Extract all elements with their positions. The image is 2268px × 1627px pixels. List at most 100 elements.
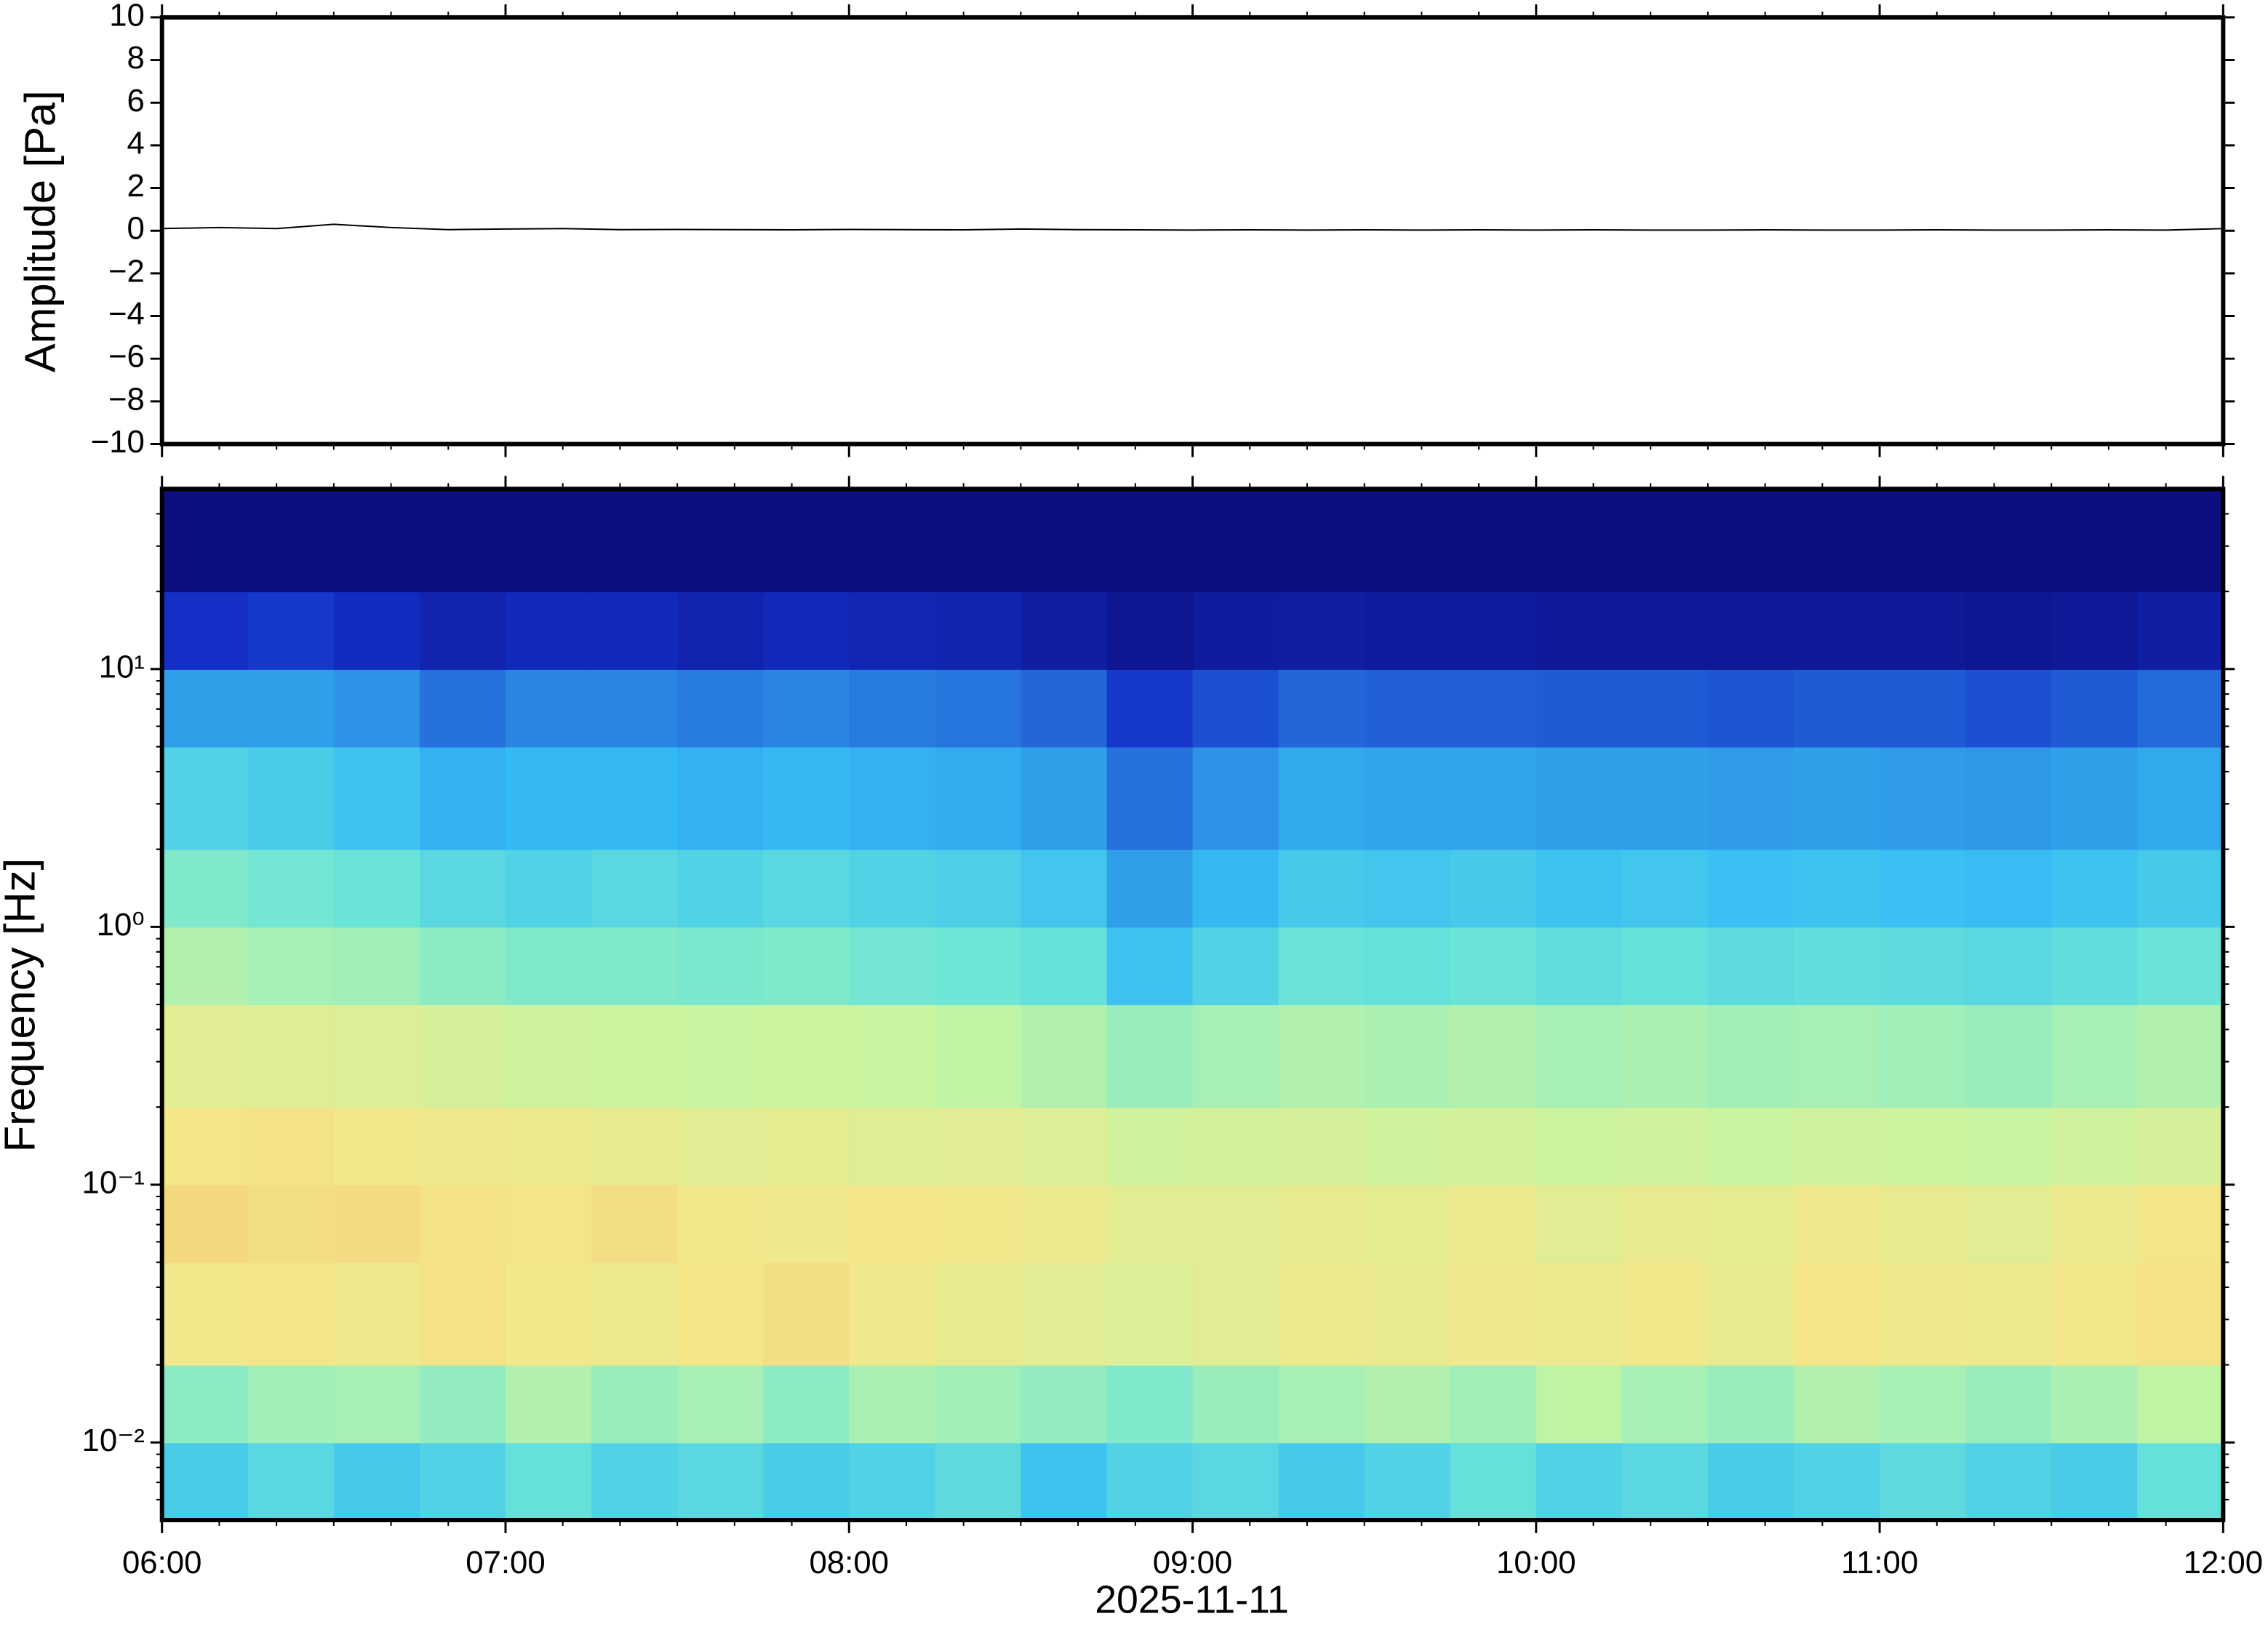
heat-cell — [505, 1184, 593, 1263]
heat-cell — [1536, 1442, 1623, 1521]
heat-cell — [161, 746, 249, 850]
x-tick-label: 08:00 — [810, 1545, 889, 1580]
heat-cell — [1278, 746, 1365, 850]
heat-cell — [1192, 1004, 1279, 1108]
heat-cell — [1621, 746, 1709, 850]
heat-cell — [1450, 1262, 1537, 1366]
heat-cell — [419, 1184, 506, 1263]
marks — [161, 223, 2224, 1521]
heat-cell — [1621, 927, 1709, 1006]
heat-cell — [591, 849, 679, 928]
heat-cell — [1450, 668, 1537, 748]
heat-cell — [1880, 1364, 1967, 1444]
heat-cell — [2137, 1004, 2224, 1108]
heat-cell — [505, 849, 593, 928]
heat-cell — [1536, 1004, 1623, 1108]
heat-cell — [935, 1262, 1022, 1366]
y-tick-label: 10¹ — [99, 649, 145, 684]
heat-cell — [1192, 1364, 1279, 1444]
heat-cell — [1450, 1004, 1537, 1108]
heat-cell — [2051, 1442, 2139, 1521]
heat-cell — [935, 1107, 1022, 1186]
heat-cell — [1278, 1364, 1365, 1444]
heat-cell — [1450, 927, 1537, 1006]
heat-cell — [1364, 1442, 1451, 1521]
heat-cell — [1707, 489, 1795, 593]
heat-cell — [1364, 1004, 1451, 1108]
heat-cell — [849, 1442, 936, 1521]
heat-cell — [247, 1442, 335, 1521]
heat-cell — [2051, 746, 2139, 850]
heat-cell — [1621, 1107, 1709, 1186]
heat-cell — [333, 1364, 420, 1444]
y-tick-label: 2 — [127, 168, 145, 204]
heat-cell — [333, 746, 420, 850]
heat-cell — [1965, 668, 2053, 748]
heat-cell — [1536, 849, 1623, 928]
heat-cell — [677, 591, 764, 670]
heat-cell — [419, 668, 506, 748]
heat-cell — [1278, 1004, 1365, 1108]
heat-cell — [1965, 746, 2053, 850]
y-tick-label: 10⁻¹ — [82, 1164, 145, 1200]
y-tick-label: 6 — [127, 83, 145, 119]
heat-cell — [1450, 489, 1537, 593]
y-tick-label: −4 — [108, 296, 145, 332]
heat-cell — [1278, 849, 1365, 928]
heat-cell — [161, 927, 249, 1006]
heat-cell — [2137, 489, 2224, 593]
heat-cell — [1450, 1107, 1537, 1186]
heat-cell — [1880, 746, 1967, 850]
heat-cell — [1880, 1107, 1967, 1186]
heat-cell — [1536, 1107, 1623, 1186]
heat-cell — [1021, 849, 1108, 928]
heat-cell — [161, 668, 249, 748]
heat-cell — [763, 849, 850, 928]
heat-cell — [1707, 1364, 1795, 1444]
heat-cell — [247, 591, 335, 670]
y-tick-label: 0 — [127, 211, 145, 247]
heat-cell — [1794, 591, 1881, 670]
heat-cell — [849, 668, 936, 748]
heat-cell — [1192, 746, 1279, 850]
heat-cell — [161, 591, 249, 670]
heat-cell — [247, 1262, 335, 1366]
heat-cell — [1021, 1004, 1108, 1108]
heat-cell — [2137, 849, 2224, 928]
heat-cell — [247, 668, 335, 748]
heat-cell — [849, 1107, 936, 1186]
heat-cell — [1621, 1262, 1709, 1366]
heat-cell — [1106, 668, 1194, 748]
heat-cell — [1364, 1107, 1451, 1186]
heat-cell — [1794, 1364, 1881, 1444]
heat-cell — [419, 849, 506, 928]
heat-cell — [2137, 1107, 2224, 1186]
heat-cell — [1450, 849, 1537, 928]
heat-cell — [1021, 1107, 1108, 1186]
heat-cell — [1192, 1107, 1279, 1186]
heat-cell — [763, 1442, 850, 1521]
heat-cell — [1192, 849, 1279, 928]
heat-cell — [505, 668, 593, 748]
heat-cell — [591, 489, 679, 593]
heat-cell — [935, 927, 1022, 1006]
heat-cell — [1278, 489, 1365, 593]
heat-cell — [591, 1107, 679, 1186]
heat-cell — [247, 1184, 335, 1263]
heat-cell — [2051, 1262, 2139, 1366]
heat-cell — [591, 591, 679, 670]
heat-cell — [1621, 489, 1709, 593]
heat-cell — [1536, 746, 1623, 850]
heat-cell — [333, 1004, 420, 1108]
heat-cell — [935, 746, 1022, 850]
heat-cell — [161, 1364, 249, 1444]
heat-cell — [849, 849, 936, 928]
heat-cell — [1021, 591, 1108, 670]
heat-cell — [505, 1442, 593, 1521]
heat-cell — [1794, 746, 1881, 850]
heat-cell — [1106, 489, 1194, 593]
heat-cell — [1621, 1184, 1709, 1263]
y-tick-label: −8 — [108, 381, 145, 417]
heat-cell — [2051, 1004, 2139, 1108]
